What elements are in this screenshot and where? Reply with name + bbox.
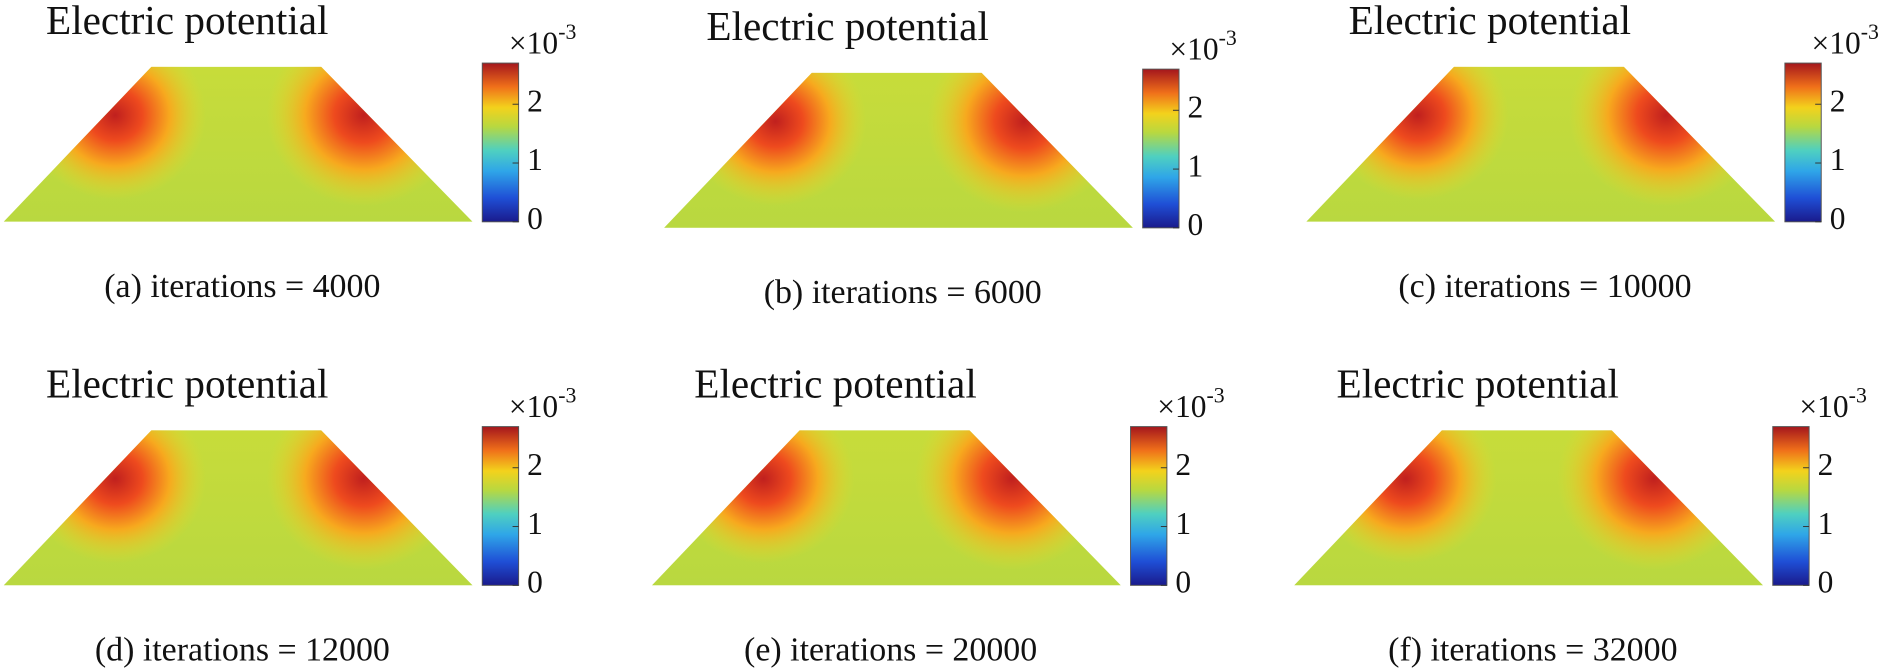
panel-title: Electric potential: [1349, 0, 1631, 43]
colorbar-tick-label: 1: [527, 142, 543, 177]
panel-title: Electric potential: [694, 361, 976, 407]
panel: Electric potential 0 1 2 ×10-3 (a) iterations…: [3, 0, 577, 305]
colorbar-tick-label: 1: [1818, 506, 1834, 541]
map-low: [102, 430, 370, 546]
colorbar-tick-label: 0: [1818, 565, 1834, 600]
colorbar-tick-label: 1: [1175, 506, 1191, 541]
colorbar-tick-label: 1: [1188, 148, 1204, 183]
map-low: [763, 72, 1030, 188]
colorbar: [1772, 426, 1810, 586]
scale-exponent: -3: [558, 20, 576, 44]
panel-caption: (c) iterations = 10000: [1398, 268, 1691, 305]
potential-map: [1294, 430, 1764, 586]
panel-title: Electric potential: [706, 3, 988, 49]
colorbar-tick-label: 2: [1830, 83, 1846, 118]
map-low: [1405, 66, 1673, 182]
colorbar: [481, 62, 520, 223]
panel-caption: (a) iterations = 4000: [104, 268, 380, 305]
colorbar-tick-label: 1: [1830, 142, 1846, 177]
panel-caption: (e) iterations = 20000: [744, 631, 1037, 668]
panel-title: Electric potential: [46, 361, 328, 407]
colorbar-tick-label: 2: [1818, 447, 1834, 482]
panel-caption: (b) iterations = 6000: [764, 274, 1042, 311]
colorbar-scale: ×10-3: [1169, 26, 1237, 67]
scale-base: ×10: [1799, 389, 1848, 424]
colorbar-tick-label: 0: [527, 201, 543, 236]
colorbar-tick-label: 1: [527, 506, 543, 541]
panel-caption: (f) iterations = 32000: [1388, 631, 1677, 668]
scale-exponent: -3: [1206, 383, 1224, 407]
scale-base: ×10: [1157, 389, 1206, 424]
panel-caption: (d) iterations = 12000: [95, 631, 390, 668]
colorbar-tick-label: 0: [1830, 201, 1846, 236]
colorbar-scale: ×10-3: [1157, 383, 1225, 424]
colorbar-scale: ×10-3: [1812, 20, 1880, 61]
scale-exponent: -3: [1219, 26, 1237, 50]
colorbar: [481, 426, 520, 586]
scale-exponent: -3: [1861, 20, 1879, 44]
panel-title: Electric potential: [1337, 361, 1619, 407]
scale-base: ×10: [1812, 25, 1861, 60]
colorbar: [1142, 68, 1180, 229]
colorbar-scale: ×10-3: [1799, 383, 1867, 424]
scale-base: ×10: [509, 25, 558, 60]
scale-exponent: -3: [558, 383, 576, 407]
panel: Electric potential 0 1 2 ×10-3 (d) iterations…: [3, 361, 577, 668]
colorbar: [1130, 426, 1168, 586]
potential-map: [3, 430, 473, 586]
scale-base: ×10: [1169, 31, 1218, 66]
map-low: [102, 66, 370, 182]
panel: Electric potential 0 1 2 ×10-3 (e) iterations…: [651, 361, 1225, 668]
map-low: [751, 430, 1018, 546]
colorbar-scale: ×10-3: [509, 383, 577, 424]
colorbar-tick-label: 2: [1188, 90, 1204, 125]
scale-exponent: -3: [1849, 383, 1867, 407]
colorbar-tick-label: 2: [527, 83, 543, 118]
colorbar-tick-label: 0: [1175, 565, 1191, 600]
panel: Electric potential 0 1 2 ×10-3 (f) iterations…: [1294, 361, 1867, 668]
panel-title: Electric potential: [46, 0, 328, 43]
colorbar-scale: ×10-3: [509, 20, 577, 61]
colorbar-tick-label: 2: [527, 447, 543, 482]
scale-base: ×10: [509, 389, 558, 424]
colorbar-tick-label: 0: [1188, 207, 1204, 242]
colorbar-tick-label: 2: [1175, 447, 1191, 482]
panel: Electric potential 0 1 2 ×10-3 (b) iterations…: [664, 3, 1237, 311]
potential-map: [651, 430, 1121, 586]
colorbar: [1784, 62, 1822, 223]
panel: Electric potential 0 1 2 ×10-3 (c) iterations…: [1306, 0, 1880, 305]
colorbar-tick-label: 0: [527, 565, 543, 600]
map-low: [1393, 430, 1661, 546]
